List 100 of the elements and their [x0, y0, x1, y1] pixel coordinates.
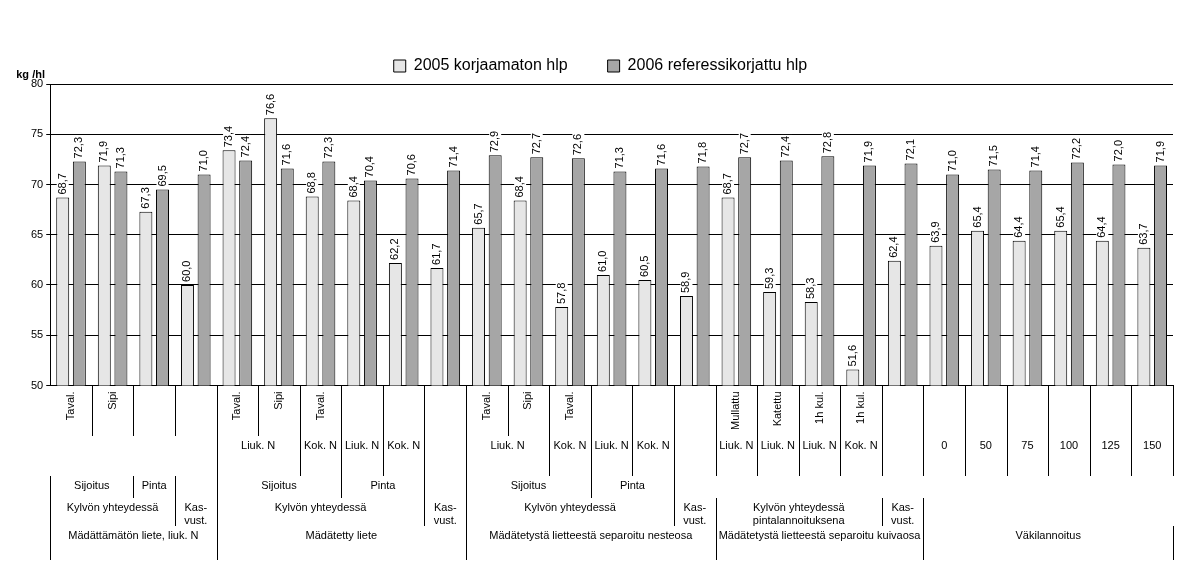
text: 75: [1021, 438, 1034, 451]
text: Väkilannoitus: [1015, 528, 1082, 541]
y-axis-title: kg /hl: [16, 67, 45, 80]
data-label: 71,9: [1153, 140, 1166, 163]
data-label: 62,2: [388, 238, 401, 260]
data-label: 64,4: [1095, 216, 1108, 238]
text: Kas-vust.: [683, 500, 707, 526]
text: Sijoitus: [510, 478, 547, 491]
text: Pinta: [370, 478, 397, 491]
data-label: 71,9: [862, 140, 875, 163]
text: Kas-vust.: [433, 500, 457, 526]
text: 125: [1101, 438, 1120, 451]
text: Liuk. N: [594, 438, 629, 451]
data-label: 71,3: [113, 147, 126, 169]
data-label: 72,0: [1111, 139, 1124, 162]
data-label: 68,4: [513, 176, 526, 198]
data-label: 68,8: [305, 172, 318, 194]
text: Kas-vust.: [184, 500, 208, 526]
data-label: 62,4: [887, 236, 900, 258]
data-label: 71,0: [945, 150, 958, 172]
y-tick-label: 55: [30, 328, 44, 341]
text: Liuk. N: [760, 438, 796, 451]
data-label: 71,6: [280, 143, 293, 166]
data-label: 72,2: [1070, 137, 1083, 160]
text: Mädätetystä lietteestä separoitu kuivaosa: [718, 528, 922, 541]
x-tick-label: Katettu: [770, 391, 783, 427]
text: Liuk. N: [344, 438, 380, 451]
data-label: 70,6: [405, 154, 418, 176]
data-label: 60,5: [637, 255, 650, 277]
data-label: 72,3: [321, 136, 334, 159]
data-label: 70,4: [363, 156, 376, 178]
text: Pinta: [619, 478, 646, 491]
data-label: 71,4: [446, 146, 459, 168]
data-label: 71,6: [654, 143, 667, 166]
data-label: 57,8: [554, 282, 567, 305]
text: 0: [941, 438, 948, 451]
data-label: 60,0: [180, 260, 193, 282]
x-tick-label: Taval.: [563, 391, 576, 421]
text: Liuk. N: [719, 438, 754, 451]
text: Kylvön yhteydessä: [274, 500, 368, 513]
y-tick-label: 80: [30, 77, 44, 90]
data-label: 72,6: [571, 133, 584, 156]
data-label: 63,9: [929, 221, 941, 243]
text: Liuk. N: [802, 438, 837, 451]
data-label: 71,9: [97, 140, 110, 163]
data-label: 61,0: [596, 250, 609, 272]
y-tick-label: 65: [30, 227, 44, 240]
data-label: 59,3: [762, 267, 775, 290]
text: Kok. N: [636, 438, 670, 451]
text: Kylvön yhteydessä: [66, 500, 160, 513]
x-tick-label: Taval.: [313, 391, 326, 421]
x-tick-label: Taval.: [64, 391, 77, 421]
data-label: 69,5: [155, 165, 168, 187]
text: Kylvön yhteydessä: [524, 500, 617, 513]
data-label: 72,9: [488, 130, 501, 153]
data-label: 76,6: [263, 93, 276, 116]
data-label: 67,3: [138, 187, 151, 209]
y-tick-label: 75: [30, 127, 44, 140]
x-tick-label: Taval.: [230, 391, 243, 421]
text: 100: [1059, 438, 1079, 451]
text: Kok. N: [387, 438, 421, 451]
y-tick-label: 50: [30, 378, 44, 391]
text: Mädätetystä lietteestä separoitu nesteosa: [489, 528, 694, 541]
data-label: 72,1: [904, 138, 917, 161]
data-label: 71,0: [197, 150, 210, 172]
x-tick-label: 1h kul.: [812, 391, 825, 424]
data-label: 73,4: [222, 125, 235, 148]
data-label: 72,4: [238, 135, 251, 158]
data-label: 72,7: [737, 132, 750, 155]
text: Liuk. N: [241, 438, 276, 451]
data-label: 61,7: [430, 243, 442, 265]
data-label: 71,8: [696, 141, 709, 164]
x-tick-label: Mullattu: [729, 391, 742, 431]
data-label: 68,7: [55, 173, 68, 195]
text: Sijoitus: [261, 478, 298, 491]
text: Mädättämätön liete, liuk. N: [68, 528, 199, 541]
data-label: 64,4: [1012, 216, 1025, 238]
data-label: 71,5: [987, 145, 1000, 167]
text: Kok. N: [553, 438, 587, 451]
text: Kok. N: [844, 438, 878, 451]
data-label: 51,6: [845, 344, 858, 367]
x-tick-label: Taval.: [479, 391, 492, 421]
y-tick-label: 60: [30, 278, 44, 291]
data-label: 65,4: [1053, 206, 1066, 228]
text: Kas-vust.: [891, 500, 915, 526]
text: Kok. N: [304, 438, 338, 451]
x-tick-label: Sipi: [521, 391, 534, 410]
text: Pinta: [141, 478, 168, 491]
data-label: 72,3: [72, 136, 85, 159]
data-label: 58,9: [679, 271, 692, 294]
text: 50: [979, 438, 992, 451]
legend-label: 2006 referessikorjattu hlp: [627, 56, 808, 74]
data-label: 71,4: [1028, 146, 1041, 168]
data-label: 65,7: [471, 203, 484, 225]
x-tick-label: 1h kul.: [854, 391, 867, 424]
data-label: 72,4: [779, 135, 792, 158]
data-label: 63,7: [1136, 223, 1149, 245]
data-label: 71,3: [612, 147, 625, 169]
data-label: 58,3: [804, 277, 817, 300]
data-label: 72,8: [820, 131, 833, 154]
